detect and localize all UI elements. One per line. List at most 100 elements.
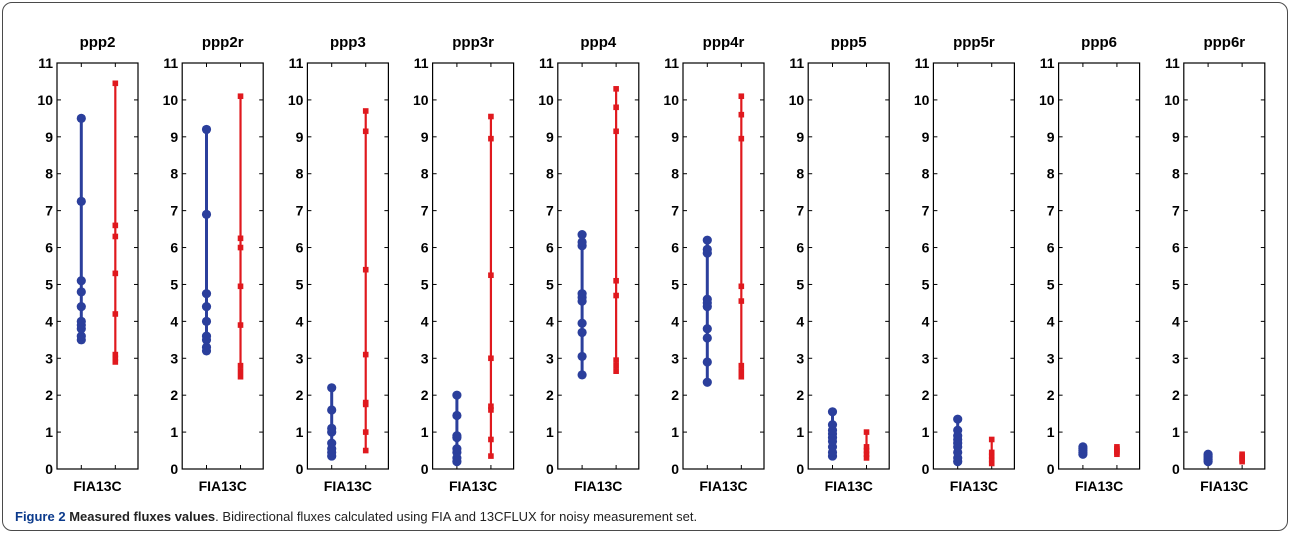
y-tick-label: 1 — [45, 424, 53, 440]
data-point — [362, 266, 369, 273]
data-point — [327, 383, 337, 393]
y-tick-label: 6 — [296, 240, 304, 256]
panel-ppp2: ppp2 0 1 2 3 4 5 6 7 8 9 10 11 FIA13C — [37, 34, 139, 494]
y-tick-label: 7 — [796, 203, 804, 219]
y-tick-label: 6 — [922, 240, 930, 256]
data-point — [702, 377, 712, 387]
y-tick-label: 4 — [1172, 313, 1180, 329]
y-tick-label: 1 — [1047, 424, 1055, 440]
axes-box — [682, 62, 765, 470]
data-point — [827, 407, 838, 417]
panel-ppp6r: ppp6r 0 1 2 3 4 5 6 7 8 9 10 11 FIA13C — [1164, 34, 1266, 494]
data-point — [863, 455, 870, 461]
axes-box — [56, 62, 139, 470]
y-tick-label: 1 — [671, 424, 679, 440]
data-point — [988, 436, 995, 443]
data-point — [827, 420, 838, 430]
y-tick-label: 7 — [1172, 203, 1180, 219]
panel-ppp4: ppp4 0 1 2 3 4 5 6 7 8 9 10 11 FIA13C — [538, 34, 640, 494]
y-tick-label: 2 — [1172, 387, 1180, 403]
panel-title: ppp3 — [330, 34, 366, 51]
data-point — [201, 124, 212, 135]
y-tick-label: 1 — [421, 424, 429, 440]
panel-title: ppp5r — [953, 34, 995, 51]
axes-box — [557, 62, 640, 470]
y-tick-label: 7 — [45, 203, 53, 219]
data-point — [76, 287, 86, 297]
y-tick-label: 0 — [170, 461, 178, 477]
y-tick-label: 4 — [796, 313, 804, 329]
y-tick-label: 11 — [539, 55, 554, 71]
data-point — [488, 272, 494, 279]
data-point — [76, 331, 86, 341]
data-point — [76, 302, 86, 312]
y-tick-label: 10 — [1039, 92, 1055, 108]
data-point — [76, 276, 86, 286]
axes-box — [181, 62, 264, 470]
y-tick-label: 5 — [1172, 276, 1180, 292]
data-point — [452, 431, 462, 441]
axes-box — [807, 62, 890, 470]
data-point — [112, 359, 119, 365]
data-point — [702, 333, 712, 343]
y-tick-label: 11 — [1165, 55, 1180, 71]
data-point — [362, 429, 369, 435]
data-point — [613, 368, 619, 374]
y-tick-label: 6 — [796, 240, 804, 256]
panel-title: ppp4r — [703, 34, 745, 51]
y-tick-label: 10 — [37, 92, 53, 108]
data-point — [201, 316, 212, 326]
data-point — [863, 447, 870, 454]
panel-ppp3r: ppp3r 0 1 2 3 4 5 6 7 8 9 10 11 FIA13C — [413, 34, 515, 494]
y-tick-label: 2 — [671, 387, 679, 403]
y-tick-label: 9 — [922, 129, 930, 145]
y-tick-label: 11 — [1040, 55, 1055, 71]
data-point — [362, 128, 369, 135]
y-tick-label: 6 — [671, 240, 679, 256]
y-tick-label: 9 — [421, 129, 429, 145]
data-point — [201, 289, 212, 299]
y-tick-label: 4 — [546, 313, 554, 329]
y-tick-label: 7 — [170, 203, 178, 219]
y-tick-label: 4 — [421, 313, 429, 329]
data-point — [863, 444, 870, 450]
y-tick-label: 0 — [922, 461, 930, 477]
data-point — [738, 283, 745, 290]
panel-ppp5r: ppp5r 0 1 2 3 4 5 6 7 8 9 10 11 FIA13C — [914, 34, 1016, 494]
data-point — [738, 373, 745, 380]
y-tick-label: 5 — [922, 276, 930, 292]
y-tick-label: 7 — [922, 203, 930, 219]
y-tick-label: 3 — [1047, 350, 1055, 366]
y-tick-label: 0 — [296, 461, 304, 477]
data-point — [362, 399, 369, 406]
x-tick-label: FIA13C — [950, 478, 998, 494]
data-point — [237, 362, 244, 369]
panel-title: ppp5 — [831, 34, 867, 51]
data-point — [488, 403, 494, 410]
data-point — [738, 135, 745, 142]
data-point — [577, 230, 587, 240]
y-tick-label: 2 — [796, 387, 804, 403]
data-point — [613, 128, 619, 135]
x-tick-label: FIA13C — [574, 478, 622, 494]
y-tick-label: 10 — [538, 92, 554, 108]
y-tick-label: 6 — [1172, 240, 1180, 256]
data-point — [112, 222, 119, 229]
y-tick-label: 11 — [38, 55, 53, 71]
y-tick-label: 7 — [1047, 203, 1055, 219]
data-point — [237, 93, 244, 100]
y-tick-label: 0 — [421, 461, 429, 477]
data-point — [201, 302, 212, 312]
y-tick-label: 8 — [421, 166, 429, 182]
y-tick-label: 11 — [289, 55, 304, 71]
data-point — [201, 209, 212, 219]
data-point — [237, 283, 244, 290]
data-point — [76, 113, 86, 123]
data-point — [702, 294, 712, 304]
y-tick-label: 1 — [1172, 424, 1180, 440]
y-tick-label: 1 — [296, 424, 304, 440]
data-point — [237, 244, 244, 251]
data-point — [738, 111, 745, 118]
y-tick-label: 8 — [1172, 166, 1180, 182]
y-tick-label: 10 — [413, 92, 429, 108]
